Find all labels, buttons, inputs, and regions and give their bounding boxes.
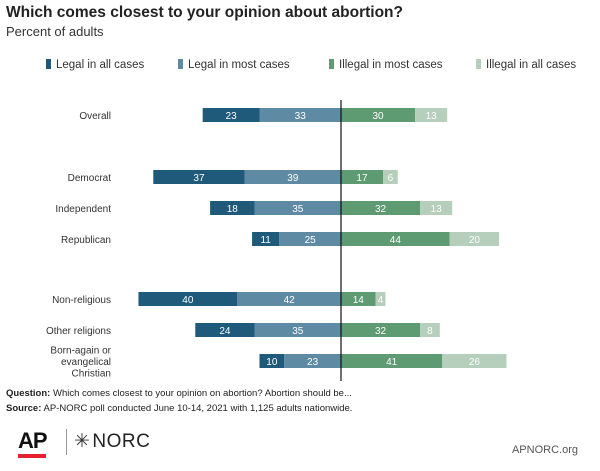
data-label: 35 <box>292 326 304 337</box>
bar-segment <box>375 292 386 306</box>
bar-segment <box>341 323 421 337</box>
bar-segment <box>341 108 416 122</box>
bar-segment <box>237 292 341 306</box>
bar-segment <box>420 201 453 215</box>
category-label: Overall <box>79 111 111 122</box>
data-label: 30 <box>372 111 384 122</box>
bar-segment <box>415 108 448 122</box>
data-label: 20 <box>469 235 481 246</box>
data-label: 23 <box>226 111 238 122</box>
category-label: evangelical <box>61 357 111 368</box>
bar-segment <box>279 232 341 246</box>
data-label: 37 <box>193 173 205 184</box>
category-label: Independent <box>55 204 111 215</box>
legend-item-illegal-most: Illegal in most cases <box>329 59 443 71</box>
website-label: APNORC.org <box>511 444 578 456</box>
data-label: 13 <box>426 111 438 122</box>
bar-segment <box>153 170 245 184</box>
legend-swatch <box>329 59 334 69</box>
legend-label: Legal in most cases <box>188 59 290 71</box>
legend-item-legal-most: Legal in most cases <box>178 59 290 71</box>
category-label: Other religions <box>46 326 111 337</box>
data-label: 4 <box>378 295 384 306</box>
logo-divider <box>66 429 67 455</box>
data-label: 6 <box>388 173 394 184</box>
data-label: 32 <box>375 326 387 337</box>
chart-subtitle: Percent of adults <box>6 24 104 39</box>
norc-star-icon: ✳ <box>74 431 91 452</box>
bar-segment <box>284 354 341 368</box>
data-label: 13 <box>431 204 443 215</box>
source-note: Source: AP-NORC poll conducted June 10-1… <box>6 403 352 414</box>
category-label: Christian <box>72 369 111 380</box>
bar-segment <box>449 232 500 246</box>
bar-segment <box>244 170 341 184</box>
data-label: 42 <box>284 295 296 306</box>
bar-segment <box>341 201 421 215</box>
bar-segment <box>210 201 255 215</box>
bar-segment <box>138 292 238 306</box>
legend-swatch <box>46 59 51 69</box>
data-label: 17 <box>356 173 368 184</box>
data-label: 24 <box>219 326 231 337</box>
source-label: Source: <box>6 403 42 414</box>
data-label: 44 <box>390 235 402 246</box>
data-label: 25 <box>305 235 317 246</box>
bar-segment <box>252 232 280 246</box>
legend-swatch <box>178 59 183 69</box>
legend-label: Illegal in most cases <box>339 59 443 71</box>
bar-segment <box>382 170 398 184</box>
question-note: Question: Which comes closest to your op… <box>6 388 352 399</box>
data-label: 40 <box>182 295 194 306</box>
bar-segment <box>254 323 341 337</box>
data-label: 32 <box>375 204 387 215</box>
bar-segment <box>341 354 443 368</box>
data-label: 41 <box>386 357 398 368</box>
bar-segment <box>259 354 285 368</box>
legend: Legal in all cases Legal in most cases I… <box>0 59 600 73</box>
category-label: Born-again or <box>50 346 111 357</box>
bar-segment <box>442 354 507 368</box>
data-label: 33 <box>295 111 307 122</box>
data-label: 26 <box>469 357 481 368</box>
data-label: 18 <box>227 204 239 215</box>
ap-logo: AP <box>18 428 48 453</box>
norc-logo-text: NORC <box>92 431 151 452</box>
question-label: Question: <box>6 388 51 399</box>
chart-title: Which comes closest to your opinion abou… <box>6 4 403 21</box>
bar-segment <box>341 292 376 306</box>
data-label: 11 <box>260 235 271 246</box>
legend-swatch <box>476 59 481 69</box>
category-label: Republican <box>61 235 111 246</box>
bar-segment <box>341 170 383 184</box>
category-label: Non-religious <box>52 295 111 306</box>
data-label: 14 <box>353 295 365 306</box>
data-label: 35 <box>292 204 304 215</box>
data-label: 10 <box>266 357 278 368</box>
bar-segment <box>341 232 450 246</box>
bar-segment <box>202 108 260 122</box>
bar-segment <box>195 323 255 337</box>
legend-item-legal-all: Legal in all cases <box>46 59 144 71</box>
logo-group: AP ✳ NORC <box>18 424 218 460</box>
legend-label: Legal in all cases <box>56 59 145 71</box>
legend-item-illegal-all: Illegal in all cases <box>476 59 576 71</box>
category-label: Democrat <box>68 173 112 184</box>
question-text: Which comes closest to your opinion on a… <box>52 388 352 399</box>
norc-logo: ✳ NORC <box>74 430 150 453</box>
source-text: AP-NORC poll conducted June 10-14, 2021 … <box>43 403 353 414</box>
diverging-bar-chart: Overall 33 23 30 13 Democrat 39 37 17 6 Independen… <box>46 100 507 381</box>
data-label: 23 <box>307 357 319 368</box>
data-label: 8 <box>427 326 433 337</box>
bar-segment <box>420 323 440 337</box>
legend-label: Illegal in all cases <box>486 59 577 71</box>
data-label: 39 <box>287 173 299 184</box>
bar-segment <box>254 201 341 215</box>
ap-logo-underline <box>18 454 46 458</box>
bar-segment <box>259 108 341 122</box>
